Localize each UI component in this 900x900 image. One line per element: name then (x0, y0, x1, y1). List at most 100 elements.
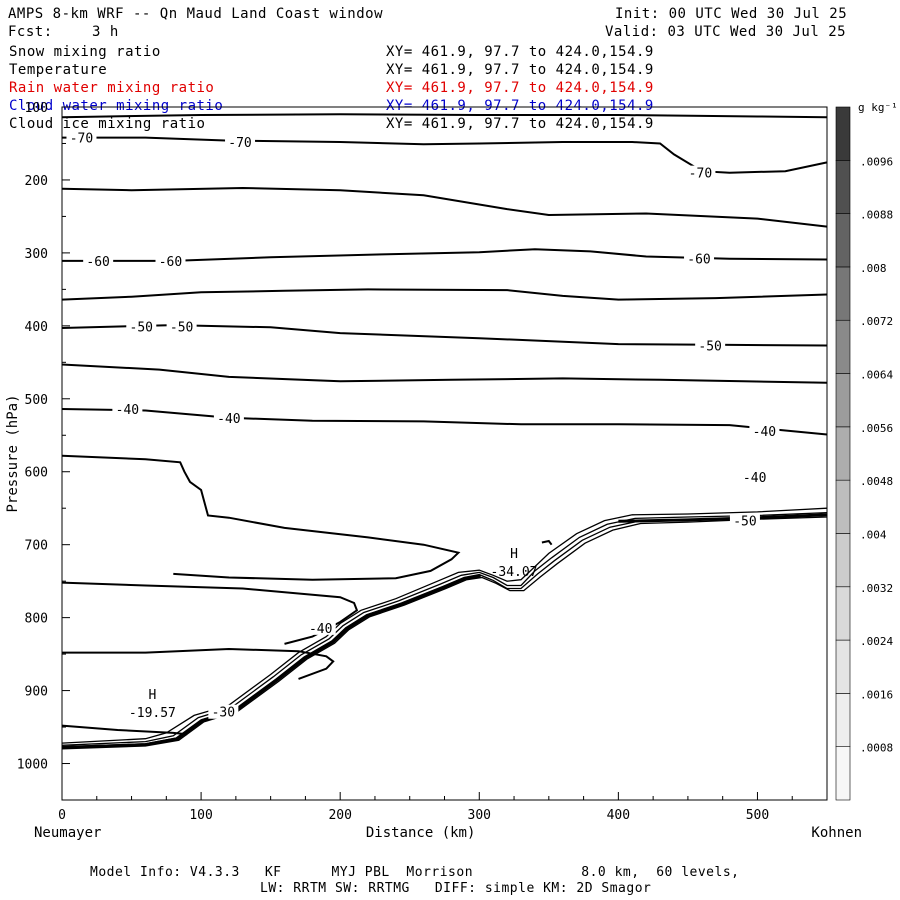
extremum-value: -34.07 (491, 565, 538, 580)
isotherm-line (61, 288, 828, 301)
contour-label-bg (66, 130, 97, 145)
contour-label: -60 (159, 255, 182, 270)
contour-label: -50 (130, 321, 153, 336)
contour-label-bg (684, 251, 715, 266)
colorbar-swatch (835, 319, 851, 374)
colorbar-swatch (835, 106, 851, 161)
contour-label-bg (685, 165, 716, 180)
colorbar-swatch (835, 160, 851, 214)
isotherm-line (541, 539, 553, 546)
colorbar-level-label: .008 (860, 262, 887, 275)
field-name-cloud-water: Cloud water mixing ratio (9, 98, 224, 114)
terrain-contour-line (61, 507, 828, 744)
contour-label-bg (729, 513, 760, 528)
colorbar-swatch (835, 639, 851, 694)
colorbar-units-label: g kg⁻¹ (858, 101, 898, 114)
x-tick-label: 200 (328, 808, 351, 823)
contour-label-bg (155, 253, 186, 268)
y-tick-label: 600 (25, 466, 48, 481)
contour-label-bg (305, 620, 336, 635)
colorbar-level-label: .0088 (860, 209, 893, 222)
y-tick-label: 100 (25, 101, 48, 116)
colorbar-level-label: .004 (860, 528, 887, 541)
colorbar-swatch (835, 586, 851, 641)
y-tick-label: 500 (25, 393, 48, 408)
contour-label: -60 (687, 253, 710, 268)
x-left-location-label: Neumayer (34, 825, 101, 841)
y-tick-label: 300 (25, 247, 48, 262)
contour-label: -50 (698, 340, 721, 355)
y-tick-label: 900 (25, 685, 48, 700)
y-tick-label: 800 (25, 612, 48, 627)
isotherm-line (61, 724, 188, 736)
contour-label: -40 (217, 412, 240, 427)
field-name-snow: Snow mixing ratio (9, 44, 161, 60)
contour-label-bg (213, 410, 244, 425)
extremum-high-marker: H (148, 688, 156, 703)
terrain-contour-line (61, 511, 828, 746)
colorbar-level-label: .0048 (860, 475, 893, 488)
contour-label: -40 (743, 471, 766, 486)
contour-label: -30 (212, 706, 235, 721)
y-tick-label: 400 (25, 320, 48, 335)
terrain-surface-line (61, 574, 481, 749)
isotherm-line (61, 186, 828, 228)
y-tick-label: 700 (25, 539, 48, 554)
field-xy-cloud-ice: XY= 461.9, 97.7 to 424.0,154.9 (386, 116, 654, 132)
x-tick-label: 0 (58, 808, 66, 823)
isotherm-line (61, 454, 461, 581)
colorbar-level-label: .0008 (860, 742, 893, 755)
contour-label: -40 (116, 403, 139, 418)
extremum-value: -19.57 (129, 706, 176, 721)
colorbar-swatch (835, 479, 851, 534)
contour-label: -70 (689, 167, 712, 182)
x-tick-label: 500 (746, 808, 769, 823)
init-time: Init: 00 UTC Wed 30 Jul 25 (615, 6, 848, 22)
extremum-high-marker: H (510, 547, 518, 562)
colorbar-swatch (835, 533, 851, 588)
field-xy-rain: XY= 461.9, 97.7 to 424.0,154.9 (386, 80, 654, 96)
colorbar-level-label: .0064 (860, 369, 893, 382)
x-tick-label: 300 (468, 808, 491, 823)
field-xy-snow: XY= 461.9, 97.7 to 424.0,154.9 (386, 44, 654, 60)
colorbar-level-label: .0056 (860, 422, 893, 435)
contour-label: -50 (733, 515, 756, 530)
contour-label: -40 (753, 425, 776, 440)
colorbar-level-label: .0016 (860, 688, 893, 701)
contour-label-bg (208, 704, 239, 719)
footer-model-info: Model Info: V4.3.3 KF MYJ PBL Morrison 8… (90, 865, 740, 880)
y-tick-label: 200 (25, 174, 48, 189)
terrain-surface-line (618, 513, 828, 523)
contour-label-bg (749, 423, 780, 438)
footer-physics-info: LW: RRTM SW: RRTMG DIFF: simple KM: 2D S… (260, 881, 652, 896)
colorbar-level-label: .0024 (860, 635, 893, 648)
colorbar-level-label: .0096 (860, 155, 893, 168)
contour-label: -50 (170, 321, 193, 336)
field-xy-cloud-water: XY= 461.9, 97.7 to 424.0,154.9 (386, 98, 654, 114)
contour-label: -60 (86, 255, 109, 270)
contour-label: -70 (70, 132, 93, 147)
x-axis-label: Distance (km) (366, 825, 476, 841)
contour-label-bg (83, 253, 114, 268)
isotherm-line (61, 363, 828, 384)
terrain-contour-line (61, 516, 828, 750)
field-name-cloud-ice: Cloud ice mixing ratio (9, 116, 206, 132)
isotherm-line (61, 113, 828, 119)
contour-label-bg (126, 319, 157, 334)
x-tick-label: 400 (607, 808, 630, 823)
colorbar-swatch (835, 426, 851, 481)
colorbar-level-label: .0072 (860, 315, 893, 328)
x-tick-label: 100 (189, 808, 212, 823)
forecast-label: Fcst: (8, 24, 53, 40)
colorbar-level-label: .0032 (860, 582, 893, 595)
field-name-temperature: Temperature (9, 62, 108, 78)
isotherm-line (61, 408, 828, 436)
chart-title: AMPS 8-km WRF -- Qn Maud Land Coast wind… (8, 6, 384, 22)
field-xy-temperature: XY= 461.9, 97.7 to 424.0,154.9 (386, 62, 654, 78)
x-right-location-label: Kohnen (811, 825, 862, 841)
valid-time: Valid: 03 UTC Wed 30 Jul 25 (605, 24, 847, 40)
y-axis-label: Pressure (hPa) (5, 394, 21, 512)
colorbar-swatch (835, 266, 851, 321)
colorbar-swatch (835, 746, 851, 801)
